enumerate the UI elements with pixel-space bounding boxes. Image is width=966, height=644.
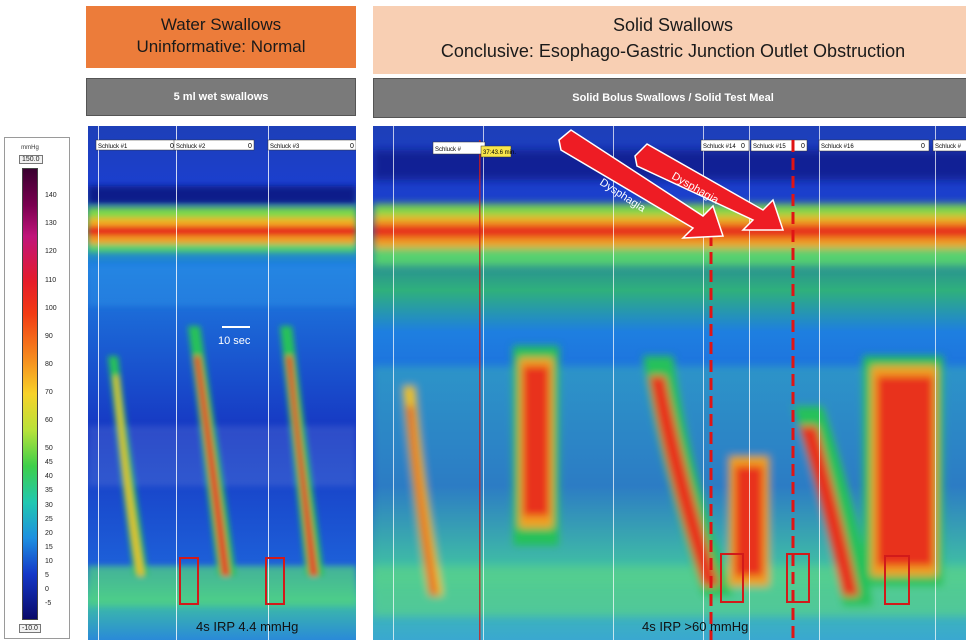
- swallow-label-right-1: Schluck #: [435, 147, 462, 153]
- swallow-label-right-5: Schluck #: [935, 144, 962, 150]
- scale-tick-label: 5: [45, 571, 49, 579]
- pressure-color-scale: mmHg 150.0 140 130 120 110 100 90 80 70 60 50 45 40…: [4, 137, 70, 639]
- wet-swallows-bar: 5 ml wet swallows: [86, 78, 356, 116]
- scale-tick-label: 90: [45, 332, 53, 340]
- solid-swallows-title: Solid Swallows: [612, 15, 734, 35]
- irp-marker-right-1: [720, 553, 744, 603]
- solid-swallows-subtitle: Conclusive: Esophago-Gastric Junction Ou…: [440, 41, 906, 61]
- scale-tick-label: 45: [45, 459, 53, 467]
- water-swallows-subtitle: Uninformative: Normal: [136, 37, 306, 56]
- swallow-count-left-2: 0: [248, 143, 252, 150]
- solid-bolus-bar: Solid Bolus Swallows / Solid Test Meal: [373, 78, 966, 118]
- scale-tick-label: 120: [45, 248, 57, 256]
- water-swallows-hrm-plot: Schluck #1 0 Schluck #2 0 Schluck #3 0 1…: [88, 126, 356, 640]
- scale-unit-label: mmHg: [21, 145, 39, 151]
- scale-tick-label: 140: [45, 192, 57, 200]
- irp-label-left: 4s IRP 4.4 mmHg: [196, 619, 299, 634]
- scale-tick-label: 30: [45, 501, 53, 509]
- scale-tick-label: 110: [45, 276, 57, 284]
- scale-tick-label: 130: [45, 220, 57, 228]
- scale-tick-label: 80: [45, 360, 53, 368]
- scale-min-label: -10.0: [19, 624, 41, 633]
- scale-tick-label: 50: [45, 445, 53, 453]
- irp-marker-left-1: [179, 557, 199, 605]
- swallow-label-left-3: Schluck #3: [270, 144, 300, 150]
- swallow-label-right-2: Schluck #14: [703, 144, 736, 150]
- scale-tick-label: -5: [45, 599, 52, 607]
- scale-gradient-bar: [22, 168, 38, 620]
- scale-tick-label: 70: [45, 389, 53, 396]
- swallow-count-right-3: 0: [921, 143, 925, 150]
- scale-tick-label: 20: [45, 529, 53, 537]
- scale-tick-label: 0: [45, 585, 49, 593]
- scale-tick-label: 60: [45, 417, 53, 425]
- scale-tick-label: 100: [45, 304, 57, 312]
- solid-swallows-header: Solid Swallows Conclusive: Esophago-Gast…: [373, 6, 966, 74]
- water-swallows-title: Water Swallows: [160, 15, 282, 34]
- scale-max-label: 150.0: [19, 155, 43, 164]
- swallow-count-right-1: 0: [741, 143, 745, 150]
- swallow-label-right-4: Schluck #16: [821, 144, 854, 150]
- swallow-count-right-2: 0: [801, 143, 805, 150]
- time-marker-label: 37:43.6 min.: [483, 150, 516, 156]
- swallow-label-left-1: Schluck #1: [98, 144, 128, 150]
- irp-marker-right-2: [786, 553, 810, 603]
- irp-marker-right-3: [884, 555, 910, 605]
- scale-tick-label: 40: [45, 473, 53, 481]
- time-marker-box: [480, 145, 512, 158]
- time-scale-bar: [222, 326, 250, 328]
- swallow-label-group-left: Schluck #1 0 Schluck #2 0 Schluck #3 0: [95, 139, 356, 151]
- swallow-label-left-2: Schluck #2: [176, 144, 206, 150]
- irp-label-right: 4s IRP >60 mmHg: [642, 619, 749, 634]
- scale-tick-label: 10: [45, 557, 53, 565]
- water-swallows-header: Water Swallows Uninformative: Normal: [86, 6, 356, 68]
- scale-tick-label: 15: [45, 543, 53, 551]
- scale-tick-label: 35: [45, 487, 53, 495]
- time-scale-label: 10 sec: [218, 335, 251, 347]
- swallow-count-left-1: 0: [170, 143, 174, 150]
- irp-marker-left-2: [265, 557, 285, 605]
- scale-tick-label: 25: [45, 515, 53, 523]
- swallow-label-right-3: Schluck #15: [753, 144, 786, 150]
- swallow-count-left-3: 0: [350, 143, 354, 150]
- solid-swallows-hrm-plot: Schluck # 37:43.6 min. Schluck #14 0 Sch…: [373, 126, 966, 640]
